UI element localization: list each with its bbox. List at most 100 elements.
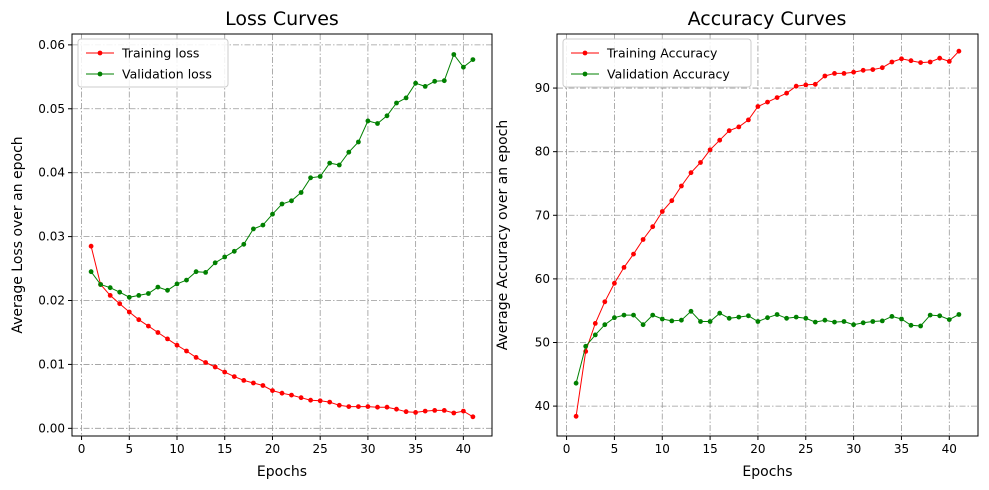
data-point <box>793 314 799 320</box>
data-point <box>812 81 818 87</box>
x-tick-label: 35 <box>894 442 909 456</box>
legend-marker <box>582 71 588 77</box>
data-point <box>289 198 294 204</box>
y-tick-label: 0.01 <box>38 357 65 371</box>
y-tick-label: 0.02 <box>38 294 65 308</box>
legend: Training Accuracy Validation Accuracy <box>562 38 752 88</box>
data-point <box>717 137 723 143</box>
plot-frame <box>556 33 979 437</box>
grid <box>72 34 492 436</box>
data-point <box>88 269 94 275</box>
data-point <box>592 332 598 338</box>
data-point <box>746 117 751 123</box>
data-point <box>879 65 885 71</box>
legend-label: Training loss <box>121 46 199 61</box>
data-point <box>165 336 170 342</box>
data-point <box>592 321 598 326</box>
y-axis-label: Average Loss over an epoch <box>10 136 26 333</box>
data-point <box>937 55 943 61</box>
data-point <box>356 139 361 145</box>
x-tick-label: 15 <box>217 442 232 456</box>
data-point <box>659 209 665 214</box>
y-tick-label: 0.00 <box>38 421 65 435</box>
plot-frame <box>71 33 493 437</box>
data-point <box>899 56 904 62</box>
data-point <box>184 348 189 354</box>
data-point <box>298 190 304 195</box>
legend-label: Validation Accuracy <box>607 67 730 82</box>
data-point <box>432 78 438 84</box>
data-point <box>832 319 837 325</box>
data-point <box>841 319 847 324</box>
data-point <box>870 319 876 324</box>
x-axis-label: Epochs <box>742 464 792 480</box>
data-point <box>203 360 209 365</box>
data-point <box>317 174 323 179</box>
data-point <box>136 317 142 323</box>
data-point <box>956 312 962 317</box>
x-tick-label: 5 <box>611 442 619 456</box>
data-point <box>451 52 457 57</box>
data-point <box>889 314 895 319</box>
legend-box <box>562 38 752 88</box>
data-point <box>736 124 742 130</box>
data-point <box>956 48 962 54</box>
x-tick-label: 0 <box>563 442 571 456</box>
x-tick-label: 40 <box>456 442 471 456</box>
data-point <box>717 310 723 316</box>
data-point <box>784 315 789 321</box>
data-point <box>212 260 218 266</box>
data-point <box>669 198 675 204</box>
y-tick-label: 0.05 <box>38 102 65 116</box>
data-point <box>384 113 390 119</box>
data-point <box>621 265 627 270</box>
x-tick-label: 30 <box>360 442 375 456</box>
loss-curves-panel: 0 5 10 15 20 25 30 35 40 0.00 0.01 0.02 0.03 0.04 0.05… <box>10 8 493 480</box>
data-point <box>679 317 684 323</box>
data-point <box>403 409 409 415</box>
grid <box>557 34 978 436</box>
data-point <box>251 380 256 386</box>
data-point <box>583 343 589 349</box>
data-point <box>698 319 703 324</box>
data-point <box>461 64 466 70</box>
data-point <box>174 342 180 348</box>
y-axis-label: Average Accuracy over an epoch <box>495 120 511 351</box>
data-point <box>726 128 732 134</box>
y-tick-label: 0.06 <box>38 38 65 52</box>
data-point <box>851 322 856 328</box>
legend: Training loss Validation loss <box>77 38 229 88</box>
data-point <box>270 388 275 393</box>
data-point <box>317 398 323 404</box>
data-point <box>260 222 266 228</box>
y-tick-label: 90 <box>535 81 550 95</box>
legend-marker <box>97 50 103 56</box>
data-point <box>946 59 952 64</box>
data-point <box>336 402 342 408</box>
data-point <box>365 118 371 124</box>
data-point <box>222 369 228 375</box>
data-point <box>822 73 828 79</box>
data-point <box>679 183 684 189</box>
data-point <box>573 413 579 419</box>
data-point <box>231 248 237 254</box>
data-point <box>746 313 751 319</box>
data-point <box>165 287 170 293</box>
data-point <box>356 404 361 409</box>
data-point <box>640 237 646 242</box>
data-point <box>451 410 457 416</box>
data-point <box>860 320 866 326</box>
data-point <box>650 312 656 318</box>
data-point <box>927 312 933 318</box>
data-point <box>279 390 285 396</box>
legend-marker <box>97 71 103 77</box>
data-point <box>222 254 228 260</box>
data-point <box>851 69 856 75</box>
data-point <box>394 406 399 412</box>
data-point <box>774 95 780 100</box>
data-point <box>174 281 180 287</box>
data-point <box>413 80 418 86</box>
data-point <box>889 59 895 65</box>
data-point <box>803 82 809 88</box>
series-training-loss <box>88 243 476 420</box>
